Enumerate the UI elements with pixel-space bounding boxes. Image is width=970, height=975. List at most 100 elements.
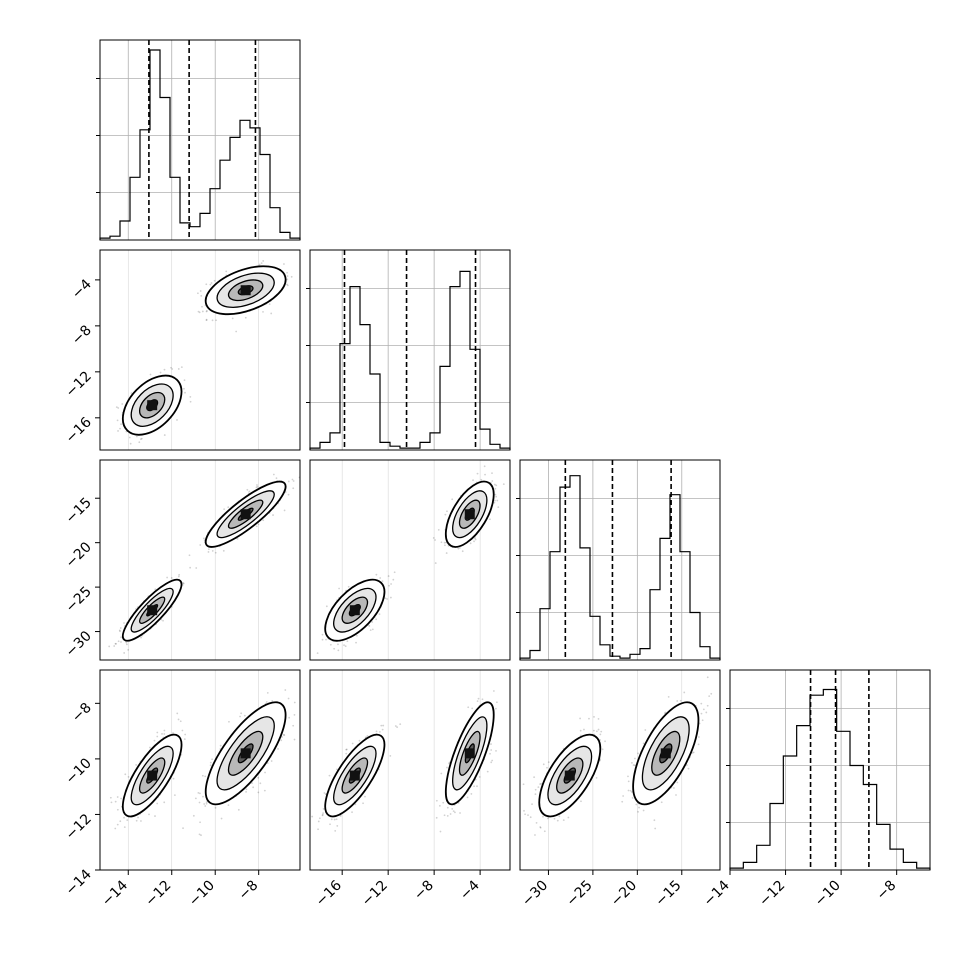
scatter-point	[602, 748, 604, 750]
scatter-point	[258, 523, 260, 525]
scatter-point	[212, 550, 214, 552]
scatter-point	[567, 817, 569, 819]
scatter-point	[490, 761, 492, 763]
scatter-point	[333, 648, 335, 650]
scatter-point	[438, 529, 440, 531]
scatter-point	[330, 644, 332, 646]
scatter-point	[382, 580, 384, 582]
scatter-point	[467, 796, 469, 798]
scatter-point	[182, 582, 184, 584]
scatter-point	[392, 579, 394, 581]
scatter-point	[380, 725, 382, 727]
scatter-point	[491, 472, 493, 474]
scatter-point	[479, 776, 481, 778]
scatter-point	[337, 649, 339, 651]
scatter-point	[446, 767, 448, 769]
scatter-point	[336, 818, 338, 820]
scatter-point	[286, 279, 288, 281]
scatter-point	[283, 263, 285, 265]
scatter-point	[171, 577, 173, 579]
scatter-point	[209, 284, 211, 286]
scatter-point	[478, 698, 480, 700]
scatter-point	[178, 574, 180, 576]
scatter-point	[482, 698, 484, 700]
scatter-point	[484, 465, 486, 467]
scatter-point	[203, 803, 205, 805]
scatter-point	[283, 734, 285, 736]
scatter-point	[359, 740, 361, 742]
scatter-point	[205, 283, 207, 285]
scatter-point	[495, 708, 497, 710]
scatter-point	[494, 484, 496, 486]
scatter-point	[389, 755, 391, 757]
scatter-point	[489, 753, 491, 755]
scatter-point	[598, 729, 600, 731]
scatter-point	[206, 311, 208, 313]
scatter-point	[111, 801, 113, 803]
scatter-point	[439, 805, 441, 807]
scatter-point	[180, 720, 182, 722]
scatter-point	[171, 368, 173, 370]
scatter-point	[244, 715, 246, 717]
scatter-point	[228, 804, 230, 806]
scatter-point	[531, 803, 533, 805]
scatter-point	[276, 247, 278, 249]
scatter-point	[446, 552, 448, 554]
scatter-point	[388, 585, 390, 587]
scatter-point	[156, 736, 158, 738]
scatter-point	[447, 807, 449, 809]
scatter-point	[286, 272, 288, 274]
scatter-point	[184, 379, 186, 381]
scatter-point	[558, 815, 560, 817]
scatter-point	[292, 487, 294, 489]
scatter-point	[287, 284, 289, 286]
scatter-point	[370, 629, 372, 631]
scatter-point	[174, 794, 176, 796]
scatter-point	[537, 786, 539, 788]
scatter-point	[137, 817, 139, 819]
scatter-point	[343, 644, 345, 646]
scatter-point	[395, 725, 397, 727]
scatter-point	[203, 537, 205, 539]
scatter-point	[189, 396, 191, 398]
scatter-point	[199, 311, 201, 313]
scatter-point	[325, 639, 327, 641]
scatter-point	[284, 510, 286, 512]
scatter-point	[301, 276, 303, 278]
scatter-point	[467, 706, 469, 708]
scatter-point	[176, 713, 178, 715]
scatter-point	[199, 821, 201, 823]
scatter-point	[232, 318, 234, 320]
scatter-point	[266, 701, 268, 703]
scatter-point	[386, 598, 388, 600]
x-tick-label: −16	[313, 877, 345, 909]
scatter-point	[262, 260, 264, 262]
scatter-point	[288, 481, 290, 483]
scatter-point	[385, 597, 387, 599]
scatter-point	[211, 282, 213, 284]
scatter-point	[163, 801, 165, 803]
scatter-point	[346, 640, 348, 642]
scatter-point	[138, 441, 140, 443]
scatter-point	[200, 295, 202, 297]
scatter-point	[277, 748, 279, 750]
scatter-point	[257, 777, 259, 779]
density-peak	[147, 400, 157, 410]
scatter-point	[206, 803, 208, 805]
scatter-point	[120, 636, 122, 638]
scatter-point	[375, 574, 377, 576]
scatter-point	[367, 735, 369, 737]
scatter-point	[375, 618, 377, 620]
scatter-point	[477, 473, 479, 475]
scatter-point	[434, 539, 436, 541]
y-tick-label: −10	[63, 755, 95, 787]
scatter-point	[476, 785, 478, 787]
scatter-point	[149, 747, 151, 749]
scatter-point	[563, 819, 565, 821]
scatter-point	[546, 767, 548, 769]
scatter-point	[323, 792, 325, 794]
scatter-point	[148, 813, 150, 815]
scatter-point	[440, 773, 442, 775]
scatter-point	[212, 319, 214, 321]
scatter-point	[446, 510, 448, 512]
